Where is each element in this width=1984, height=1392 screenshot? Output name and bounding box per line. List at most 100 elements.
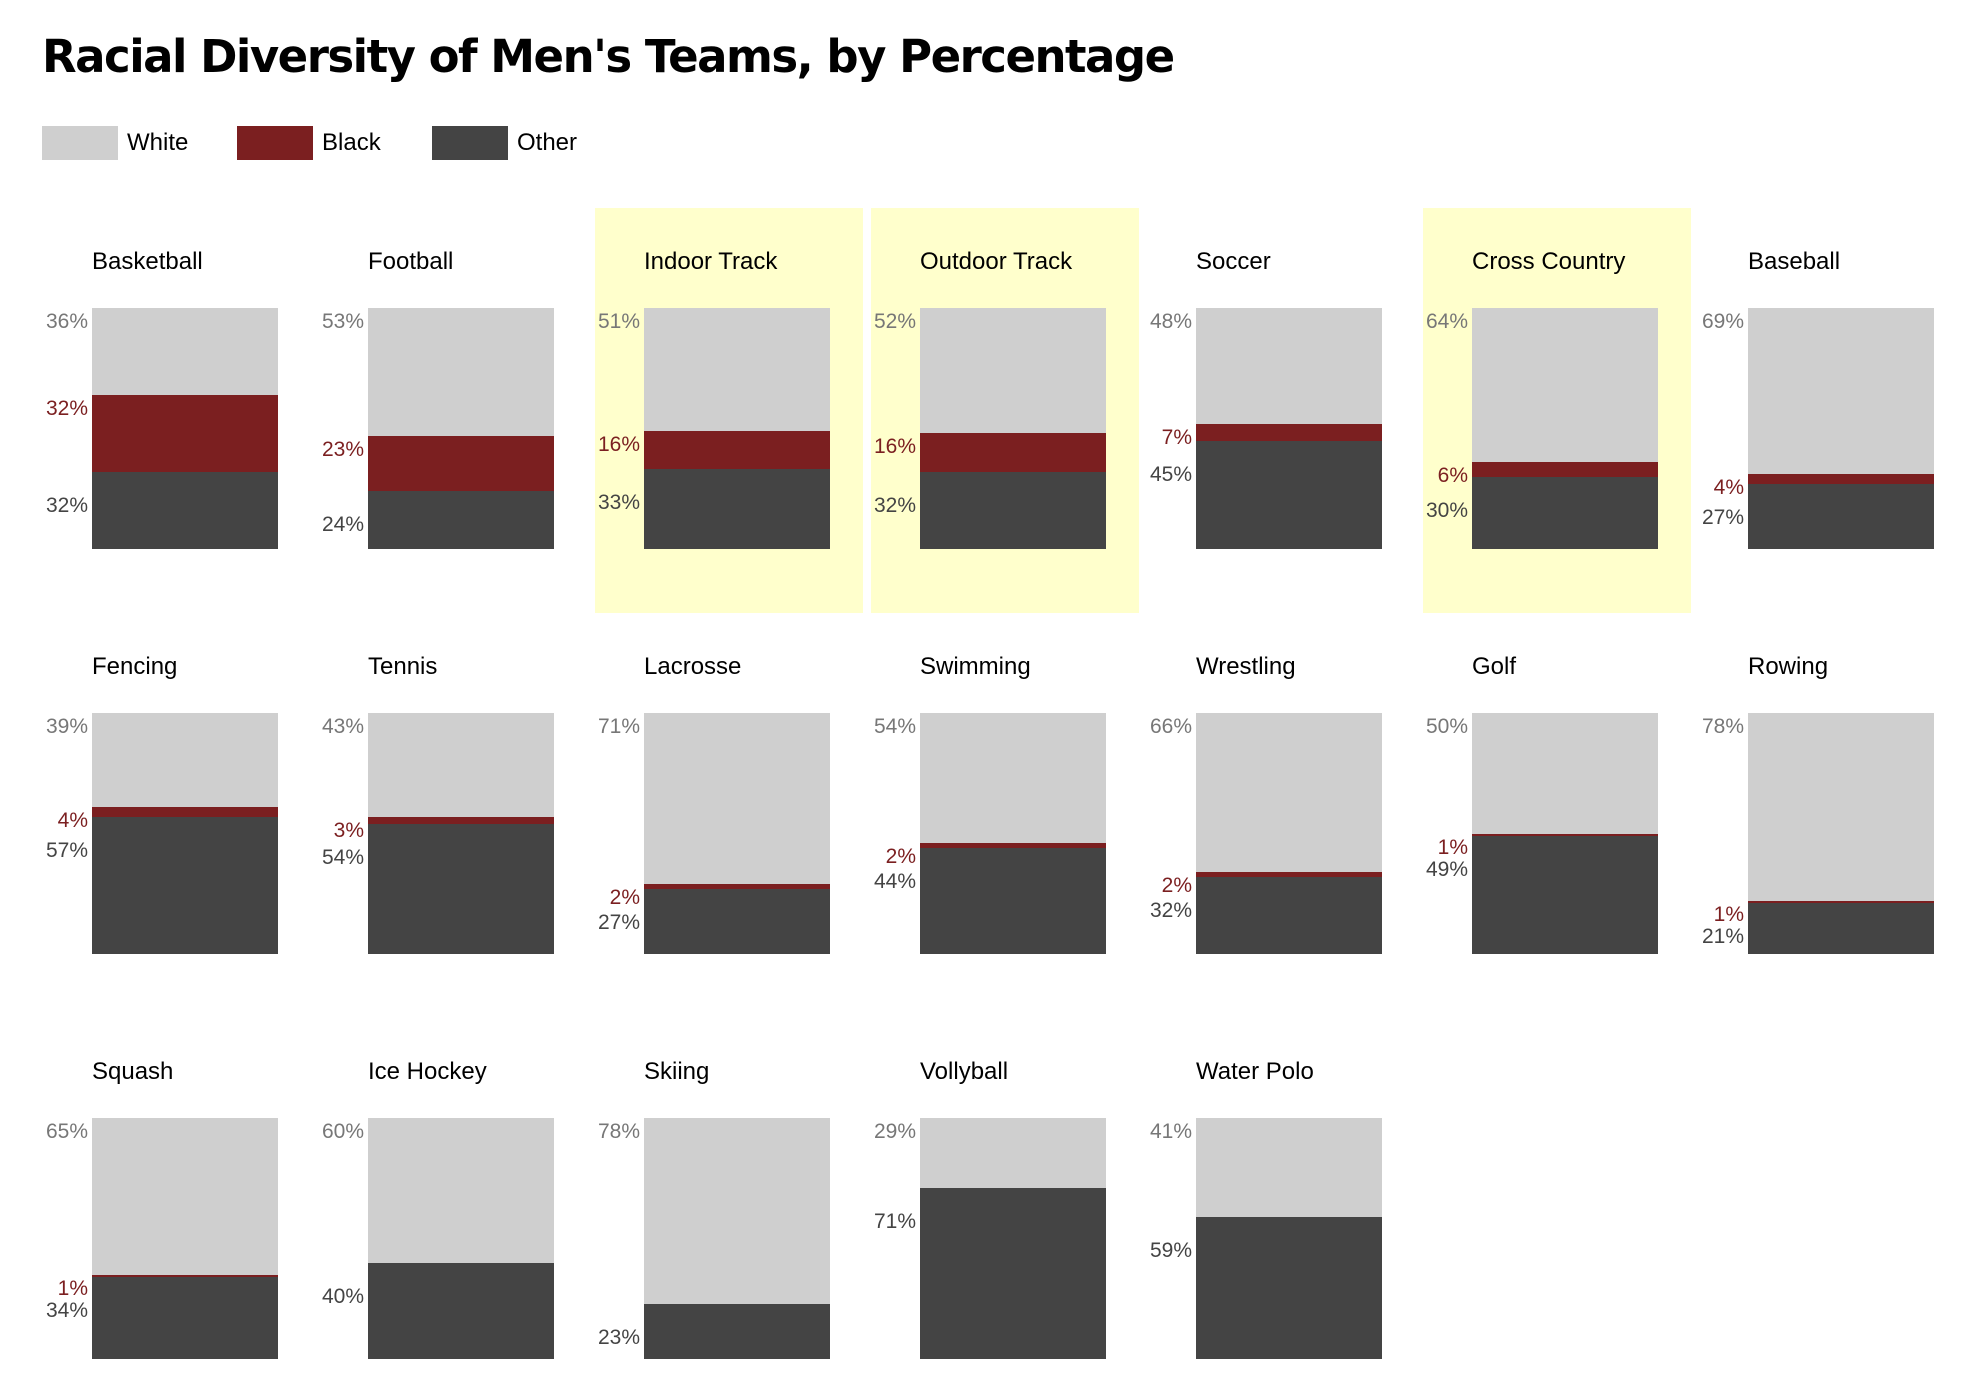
bar-other-baseball: [1748, 483, 1934, 549]
legend-label-white: White: [127, 129, 189, 156]
bar-other-wrestling: [1196, 876, 1382, 954]
bar-other-football: [368, 491, 554, 549]
bar-white-vollyball: [920, 1118, 1106, 1188]
label-other-water-polo: 59%: [1149, 1238, 1192, 1262]
label-other-soccer: 45%: [1149, 462, 1192, 486]
panel-title-football: Football: [368, 248, 454, 275]
chart-title: Racial Diversity of Men's Teams, by Perc…: [42, 30, 1175, 83]
label-white-wrestling: 66%: [1149, 715, 1192, 738]
label-white-tennis: 43%: [321, 715, 364, 738]
bar-other-squash: [92, 1277, 278, 1359]
label-white-golf: 50%: [1425, 715, 1468, 738]
label-black-cross-country: 6%: [1437, 464, 1468, 488]
bar-other-swimming: [920, 847, 1106, 954]
bar-black-soccer: [1196, 423, 1382, 441]
label-other-wrestling: 32%: [1149, 898, 1192, 922]
bar-white-basketball: [92, 308, 278, 395]
panel-title-outdoor-track: Outdoor Track: [920, 248, 1073, 275]
bar-white-skiing: [644, 1118, 830, 1305]
panel-title-cross-country: Cross Country: [1472, 248, 1626, 275]
bar-white-water-polo: [1196, 1118, 1382, 1217]
bar-black-outdoor-track: [920, 433, 1106, 472]
panel-title-ice-hockey: Ice Hockey: [368, 1058, 487, 1085]
label-white-baseball: 69%: [1701, 310, 1744, 333]
label-white-rowing: 78%: [1701, 715, 1744, 738]
bar-white-indoor-track: [644, 308, 830, 431]
bar-other-water-polo: [1196, 1216, 1382, 1359]
label-black-fencing: 4%: [57, 808, 88, 832]
bar-white-baseball: [1748, 308, 1934, 475]
label-black-soccer: 7%: [1161, 425, 1192, 449]
bar-white-squash: [92, 1118, 278, 1275]
label-other-ice-hockey: 40%: [321, 1284, 364, 1308]
bar-other-ice-hockey: [368, 1262, 554, 1359]
label-other-squash: 34%: [45, 1299, 88, 1323]
label-white-basketball: 36%: [45, 310, 88, 333]
label-other-cross-country: 30%: [1425, 498, 1468, 522]
label-black-football: 23%: [321, 437, 364, 461]
label-other-rowing: 21%: [1701, 925, 1744, 949]
bar-white-soccer: [1196, 308, 1382, 424]
panel-title-basketball: Basketball: [92, 248, 203, 275]
bar-black-indoor-track: [644, 430, 830, 470]
label-white-fencing: 39%: [45, 715, 88, 738]
bar-black-swimming: [920, 843, 1106, 848]
label-black-lacrosse: 2%: [609, 886, 640, 910]
bar-other-vollyball: [920, 1187, 1106, 1359]
label-black-basketball: 32%: [45, 396, 88, 420]
label-white-lacrosse: 71%: [597, 715, 640, 738]
label-white-ice-hockey: 60%: [321, 1120, 364, 1143]
label-other-swimming: 44%: [873, 869, 916, 893]
bar-black-fencing: [92, 806, 278, 817]
legend-swatch-other: [432, 126, 508, 160]
label-other-skiing: 23%: [597, 1326, 640, 1350]
legend-swatch-black: [237, 126, 313, 160]
label-other-vollyball: 71%: [873, 1209, 916, 1233]
panel-title-soccer: Soccer: [1196, 248, 1271, 275]
label-other-golf: 49%: [1425, 857, 1468, 881]
label-other-football: 24%: [321, 513, 364, 537]
bar-white-ice-hockey: [368, 1118, 554, 1263]
bar-white-tennis: [368, 713, 554, 817]
bar-black-tennis: [368, 816, 554, 824]
bar-black-basketball: [92, 394, 278, 472]
bar-white-wrestling: [1196, 713, 1382, 873]
label-black-baseball: 4%: [1713, 476, 1744, 500]
legend-label-other: Other: [517, 129, 578, 156]
label-black-tennis: 3%: [333, 818, 364, 842]
legend-swatch-white: [42, 126, 118, 160]
bar-other-outdoor-track: [920, 471, 1106, 549]
bar-other-rowing: [1748, 903, 1934, 954]
label-white-soccer: 48%: [1149, 310, 1192, 333]
panel-title-water-polo: Water Polo: [1196, 1058, 1314, 1085]
bar-black-cross-country: [1472, 462, 1658, 477]
label-black-golf: 1%: [1437, 835, 1468, 859]
label-other-baseball: 27%: [1701, 505, 1744, 529]
label-other-tennis: 54%: [321, 845, 364, 869]
bar-other-soccer: [1196, 440, 1382, 549]
panel-title-baseball: Baseball: [1748, 248, 1841, 275]
bar-black-wrestling: [1196, 872, 1382, 877]
label-other-indoor-track: 33%: [597, 491, 640, 515]
bar-black-squash: [92, 1274, 278, 1278]
label-black-swimming: 2%: [885, 845, 916, 869]
bar-white-football: [368, 308, 554, 436]
bar-black-lacrosse: [644, 884, 830, 889]
label-black-indoor-track: 16%: [597, 432, 640, 456]
panel-title-rowing: Rowing: [1748, 653, 1829, 680]
legend-label-black: Black: [322, 129, 381, 156]
bar-other-cross-country: [1472, 476, 1658, 549]
bar-white-swimming: [920, 713, 1106, 844]
label-black-outdoor-track: 16%: [873, 435, 916, 459]
panel-title-swimming: Swimming: [920, 653, 1031, 680]
bar-white-rowing: [1748, 713, 1934, 901]
label-white-football: 53%: [321, 310, 364, 333]
label-black-rowing: 1%: [1713, 902, 1744, 926]
bar-other-basketball: [92, 471, 278, 549]
panel-title-indoor-track: Indoor Track: [644, 248, 778, 275]
label-white-swimming: 54%: [873, 715, 916, 738]
label-white-cross-country: 64%: [1425, 310, 1468, 333]
label-white-squash: 65%: [45, 1120, 88, 1143]
panel-title-squash: Squash: [92, 1058, 174, 1085]
bar-white-outdoor-track: [920, 308, 1106, 434]
